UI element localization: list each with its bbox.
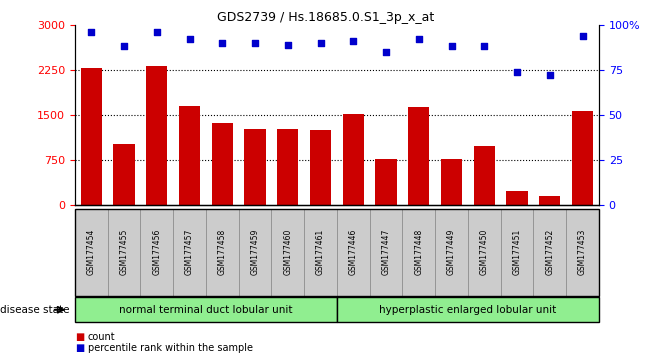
Text: GSM177453: GSM177453 [578,229,587,275]
Bar [146,66,167,205]
Text: GDS2739 / Hs.18685.0.S1_3p_x_at: GDS2739 / Hs.18685.0.S1_3p_x_at [217,11,434,24]
Text: percentile rank within the sample: percentile rank within the sample [88,343,253,353]
Point [348,38,359,44]
Bar [539,196,561,205]
Text: GSM177451: GSM177451 [512,229,521,275]
Point [184,36,195,42]
Text: count: count [88,332,115,342]
Text: GSM177450: GSM177450 [480,229,489,275]
Bar [441,159,462,205]
Bar [244,130,266,205]
Point [479,44,490,49]
Text: GSM177454: GSM177454 [87,229,96,275]
Text: hyperplastic enlarged lobular unit: hyperplastic enlarged lobular unit [380,305,557,315]
Bar [277,129,298,205]
Text: normal terminal duct lobular unit: normal terminal duct lobular unit [119,305,293,315]
Text: GSM177447: GSM177447 [381,229,391,275]
Point [217,40,227,46]
Text: GSM177452: GSM177452 [546,229,554,275]
Text: GSM177448: GSM177448 [414,229,423,275]
Text: GSM177461: GSM177461 [316,229,325,275]
Text: ■: ■ [75,332,84,342]
Text: GSM177456: GSM177456 [152,229,161,275]
Text: GSM177460: GSM177460 [283,229,292,275]
Point [152,29,162,35]
Text: GSM177458: GSM177458 [217,229,227,275]
Bar [506,192,528,205]
Point [545,73,555,78]
Bar [376,159,396,205]
Text: ■: ■ [75,343,84,353]
Point [283,42,293,47]
Text: disease state: disease state [0,305,70,315]
Point [250,40,260,46]
Bar [212,123,233,205]
Text: GSM177455: GSM177455 [120,229,128,275]
Point [512,69,522,75]
Point [118,44,129,49]
Bar [179,106,200,205]
Bar [474,146,495,205]
Text: GSM177446: GSM177446 [349,229,358,275]
Point [315,40,326,46]
Bar [310,130,331,205]
Point [86,29,96,35]
Text: GSM177457: GSM177457 [185,229,194,275]
Bar [81,68,102,205]
Point [413,36,424,42]
Bar [342,114,364,205]
Bar [113,144,135,205]
Bar [408,107,430,205]
Point [381,49,391,55]
Bar [572,112,593,205]
Text: GSM177459: GSM177459 [251,229,260,275]
Point [447,44,457,49]
Point [577,33,588,39]
Text: GSM177449: GSM177449 [447,229,456,275]
